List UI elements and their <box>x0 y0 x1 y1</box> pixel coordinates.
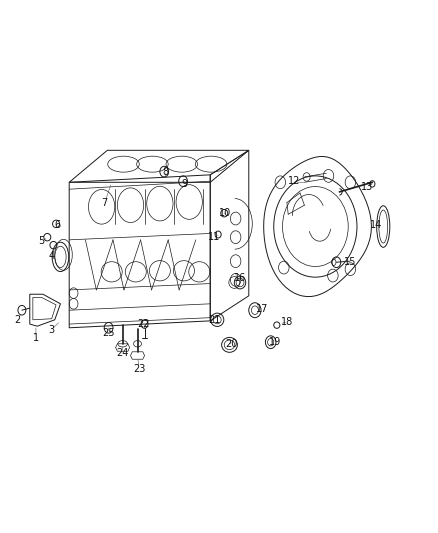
Text: 16: 16 <box>234 273 246 283</box>
Text: 18: 18 <box>281 318 293 327</box>
Text: 20: 20 <box>225 339 237 349</box>
Text: 1: 1 <box>33 334 39 343</box>
Text: 10: 10 <box>219 208 232 218</box>
Text: 5: 5 <box>39 236 45 246</box>
Text: 17: 17 <box>256 304 268 314</box>
Text: 19: 19 <box>269 337 281 347</box>
Text: 14: 14 <box>370 220 382 230</box>
Text: 22: 22 <box>138 319 150 329</box>
Text: 23: 23 <box>133 364 145 374</box>
Text: 21: 21 <box>208 315 221 325</box>
Text: 4: 4 <box>49 251 55 261</box>
Text: 11: 11 <box>208 232 220 242</box>
Text: 6: 6 <box>54 220 60 230</box>
Text: 8: 8 <box>162 167 169 176</box>
Text: 24: 24 <box>117 348 129 358</box>
Text: 2: 2 <box>14 315 21 325</box>
Text: 3: 3 <box>49 326 55 335</box>
Text: 15: 15 <box>344 257 357 267</box>
Text: 25: 25 <box>102 328 115 338</box>
Text: 12: 12 <box>288 176 300 186</box>
Text: 7: 7 <box>101 198 107 207</box>
Text: 9: 9 <box>182 179 188 189</box>
Text: 13: 13 <box>361 182 373 191</box>
